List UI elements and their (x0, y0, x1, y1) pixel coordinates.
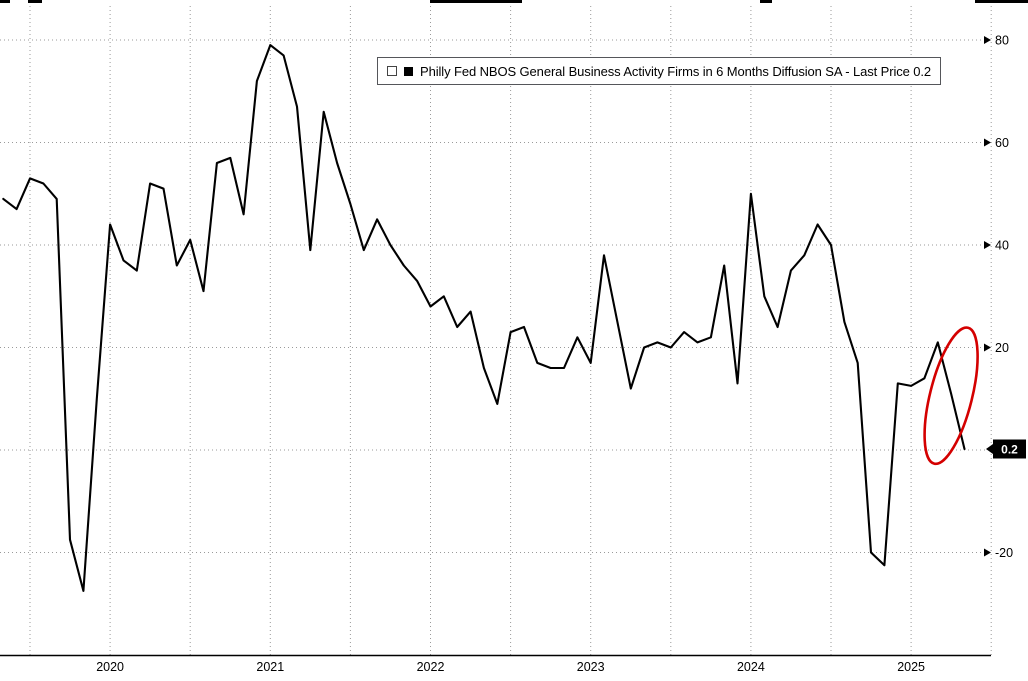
y-tick-label: 80 (995, 34, 1009, 48)
top-border-mark (430, 0, 522, 3)
y-tick-arrow-icon (984, 36, 991, 44)
top-border-mark (975, 0, 1028, 3)
x-tick-label: 2021 (256, 660, 284, 674)
x-tick-label: 2020 (96, 660, 124, 674)
last-price-badge (993, 439, 1026, 459)
legend-edit-box-icon[interactable] (387, 66, 397, 76)
y-tick-arrow-icon (984, 343, 991, 352)
top-border-mark (760, 0, 772, 3)
y-tick-label: 60 (995, 136, 1009, 150)
top-border-mark (28, 0, 42, 3)
last-price-label: 0.2 (1001, 442, 1018, 456)
series-marker-icon (404, 66, 413, 76)
top-border-mark (0, 0, 10, 3)
y-tick-arrow-icon (984, 241, 991, 249)
y-tick-label: 40 (995, 239, 1009, 253)
series-line (2, 44, 966, 592)
y-tick-arrow-icon (984, 138, 991, 147)
last-price-pointer-icon (986, 443, 993, 454)
x-tick-label: 2024 (737, 660, 765, 674)
x-tick-label: 2025 (897, 660, 925, 674)
x-tick-label: 2023 (577, 660, 605, 674)
y-tick-arrow-icon (984, 548, 991, 557)
legend-box[interactable]: Philly Fed NBOS General Business Activit… (377, 57, 942, 85)
legend-label: Philly Fed NBOS General Business Activit… (420, 63, 932, 79)
y-tick-label: 20 (995, 341, 1009, 355)
y-tick-label: -20 (995, 546, 1013, 560)
x-tick-label: 2022 (417, 660, 445, 674)
annotation-ellipse (923, 326, 979, 466)
